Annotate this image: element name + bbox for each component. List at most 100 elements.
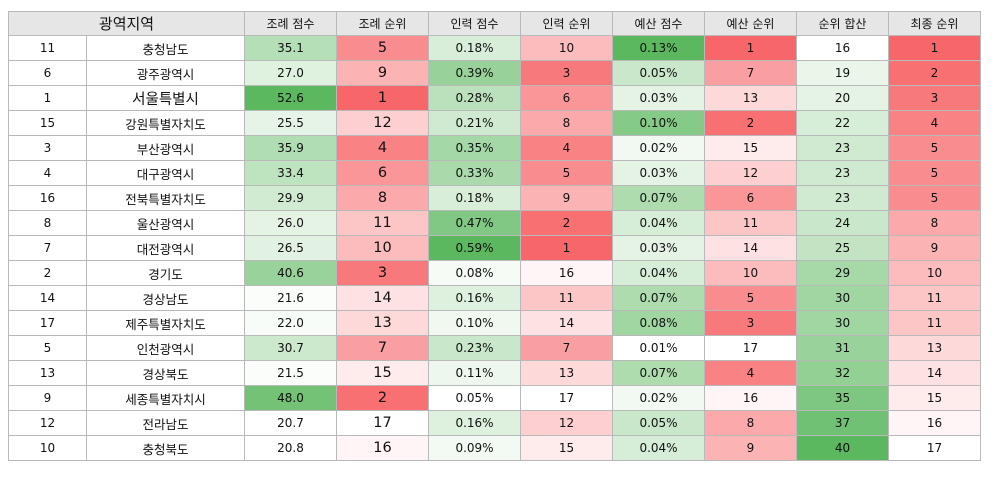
header-staff-score: 인력 점수 — [428, 11, 521, 36]
cell-region: 경상남도 — [86, 285, 245, 311]
cell-staff-rank: 2 — [520, 210, 613, 236]
cell-final-rank: 10 — [888, 260, 981, 286]
header-row: 광역지역 조례 점수 조례 순위 인력 점수 인력 순위 예산 점수 예산 순위… — [8, 11, 981, 36]
cell-staff-rank: 10 — [520, 35, 613, 61]
table-row: 4 대구광역시 33.4 6 0.33% 5 0.03% 12 23 5 — [8, 160, 981, 186]
cell-rank-sum: 23 — [796, 160, 889, 186]
cell-budget-rank: 5 — [704, 285, 797, 311]
cell-rank-sum: 32 — [796, 360, 889, 386]
ranking-table: 광역지역 조례 점수 조례 순위 인력 점수 인력 순위 예산 점수 예산 순위… — [8, 11, 981, 461]
table-row: 2 경기도 40.6 3 0.08% 16 0.04% 10 29 10 — [8, 260, 981, 286]
cell-staff-score: 0.59% — [428, 235, 521, 261]
cell-final-rank: 2 — [888, 60, 981, 86]
cell-final-rank: 1 — [888, 35, 981, 61]
cell-region: 부산광역시 — [86, 135, 245, 161]
cell-budget-rank: 16 — [704, 385, 797, 411]
cell-ordinance-score: 20.8 — [244, 435, 337, 461]
header-rank-sum: 순위 합산 — [796, 11, 889, 36]
cell-region: 광주광역시 — [86, 60, 245, 86]
cell-id: 14 — [8, 285, 87, 311]
cell-final-rank: 9 — [888, 235, 981, 261]
header-ordinance-rank: 조례 순위 — [336, 11, 429, 36]
cell-staff-score: 0.18% — [428, 35, 521, 61]
cell-ordinance-rank: 16 — [336, 435, 429, 461]
cell-ordinance-score: 20.7 — [244, 410, 337, 436]
cell-final-rank: 8 — [888, 210, 981, 236]
cell-staff-rank: 17 — [520, 385, 613, 411]
cell-budget-score: 0.10% — [612, 110, 705, 136]
cell-budget-rank: 6 — [704, 185, 797, 211]
table-row: 14 경상남도 21.6 14 0.16% 11 0.07% 5 30 11 — [8, 285, 981, 311]
cell-staff-rank: 6 — [520, 85, 613, 111]
cell-budget-rank: 2 — [704, 110, 797, 136]
cell-staff-score: 0.33% — [428, 160, 521, 186]
header-region: 광역지역 — [8, 11, 245, 36]
header-final-rank: 최종 순위 — [888, 11, 981, 36]
cell-region: 충청북도 — [86, 435, 245, 461]
cell-staff-score: 0.23% — [428, 335, 521, 361]
cell-rank-sum: 19 — [796, 60, 889, 86]
table-row: 3 부산광역시 35.9 4 0.35% 4 0.02% 15 23 5 — [8, 135, 981, 161]
cell-staff-rank: 15 — [520, 435, 613, 461]
cell-region: 서울특별시 — [86, 85, 245, 111]
cell-staff-rank: 16 — [520, 260, 613, 286]
cell-budget-score: 0.04% — [612, 260, 705, 286]
cell-budget-score: 0.04% — [612, 435, 705, 461]
cell-rank-sum: 29 — [796, 260, 889, 286]
cell-region: 경상북도 — [86, 360, 245, 386]
cell-region: 강원특별자치도 — [86, 110, 245, 136]
cell-id: 4 — [8, 160, 87, 186]
cell-staff-rank: 14 — [520, 310, 613, 336]
header-ordinance-score: 조례 점수 — [244, 11, 337, 36]
cell-budget-score: 0.05% — [612, 410, 705, 436]
cell-staff-score: 0.21% — [428, 110, 521, 136]
cell-rank-sum: 30 — [796, 285, 889, 311]
table-row: 8 울산광역시 26.0 11 0.47% 2 0.04% 11 24 8 — [8, 210, 981, 236]
cell-ordinance-rank: 10 — [336, 235, 429, 261]
cell-final-rank: 5 — [888, 185, 981, 211]
cell-ordinance-score: 21.5 — [244, 360, 337, 386]
cell-final-rank: 17 — [888, 435, 981, 461]
table-row: 12 전라남도 20.7 17 0.16% 12 0.05% 8 37 16 — [8, 410, 981, 436]
cell-final-rank: 5 — [888, 135, 981, 161]
table-row: 10 충청북도 20.8 16 0.09% 15 0.04% 9 40 17 — [8, 435, 981, 461]
cell-budget-score: 0.08% — [612, 310, 705, 336]
cell-ordinance-rank: 5 — [336, 35, 429, 61]
cell-staff-rank: 7 — [520, 335, 613, 361]
cell-final-rank: 13 — [888, 335, 981, 361]
cell-id: 8 — [8, 210, 87, 236]
cell-ordinance-rank: 8 — [336, 185, 429, 211]
ranking-table-container: 광역지역 조례 점수 조례 순위 인력 점수 인력 순위 예산 점수 예산 순위… — [8, 11, 981, 461]
cell-staff-rank: 4 — [520, 135, 613, 161]
cell-region: 울산광역시 — [86, 210, 245, 236]
header-budget-score: 예산 점수 — [612, 11, 705, 36]
cell-ordinance-score: 48.0 — [244, 385, 337, 411]
cell-id: 11 — [8, 35, 87, 61]
cell-ordinance-rank: 13 — [336, 310, 429, 336]
cell-budget-rank: 8 — [704, 410, 797, 436]
cell-ordinance-score: 27.0 — [244, 60, 337, 86]
cell-staff-rank: 8 — [520, 110, 613, 136]
cell-ordinance-score: 26.0 — [244, 210, 337, 236]
cell-ordinance-rank: 2 — [336, 385, 429, 411]
cell-budget-score: 0.13% — [612, 35, 705, 61]
cell-budget-score: 0.02% — [612, 385, 705, 411]
table-row: 9 세종특별자치시 48.0 2 0.05% 17 0.02% 16 35 15 — [8, 385, 981, 411]
cell-region: 제주특별자치도 — [86, 310, 245, 336]
cell-final-rank: 14 — [888, 360, 981, 386]
cell-rank-sum: 20 — [796, 85, 889, 111]
cell-staff-score: 0.47% — [428, 210, 521, 236]
cell-ordinance-rank: 1 — [336, 85, 429, 111]
cell-rank-sum: 23 — [796, 185, 889, 211]
cell-staff-score: 0.35% — [428, 135, 521, 161]
cell-staff-score: 0.05% — [428, 385, 521, 411]
cell-ordinance-score: 35.9 — [244, 135, 337, 161]
cell-id: 16 — [8, 185, 87, 211]
header-staff-rank: 인력 순위 — [520, 11, 613, 36]
cell-budget-score: 0.01% — [612, 335, 705, 361]
cell-staff-rank: 1 — [520, 235, 613, 261]
cell-staff-score: 0.16% — [428, 285, 521, 311]
cell-ordinance-rank: 15 — [336, 360, 429, 386]
cell-final-rank: 5 — [888, 160, 981, 186]
cell-staff-rank: 11 — [520, 285, 613, 311]
